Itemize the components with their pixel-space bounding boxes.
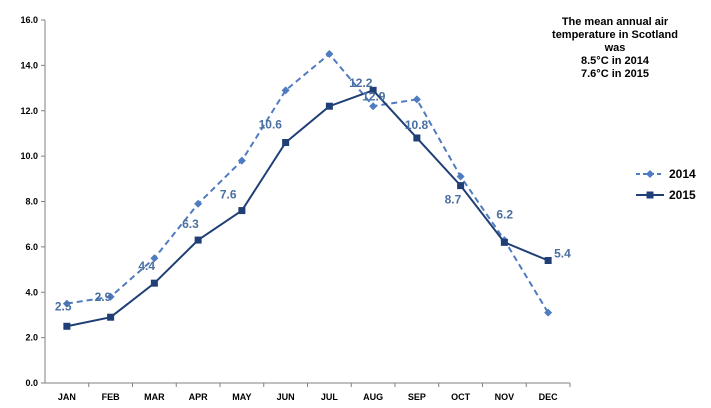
annotation-line: 7.6°C in 2015 bbox=[581, 68, 649, 80]
y-tick-label: 0.0 bbox=[25, 378, 38, 388]
legend-label-2015: 2015 bbox=[669, 188, 696, 202]
data-label: 2.5 bbox=[55, 299, 72, 313]
data-label: 5.4 bbox=[554, 246, 571, 260]
data-label: 12.2 bbox=[349, 76, 373, 90]
data-point-2015 bbox=[238, 207, 246, 215]
data-label: 12.9 bbox=[362, 89, 386, 103]
y-axis-ticks: 0.0 2.0 4.0 6.0 8.0 10.0 12.0 14.0 16.0 bbox=[20, 15, 45, 388]
data-point-2015 bbox=[63, 322, 71, 330]
data-point-2014 bbox=[369, 102, 378, 111]
data-label: 7.6 bbox=[220, 188, 237, 202]
x-tick-label: MAR bbox=[144, 392, 165, 402]
data-label: 4.4 bbox=[138, 259, 155, 273]
data-point-2014 bbox=[150, 254, 159, 263]
x-tick-label: MAY bbox=[232, 392, 251, 402]
y-tick-label: 10.0 bbox=[20, 151, 38, 161]
x-tick-label: JAN bbox=[58, 392, 76, 402]
x-tick-label: JUN bbox=[277, 392, 295, 402]
x-axis-ticks: JAN FEB MAR APR MAY JUN JUL AUG SEP OCT NOV DEC bbox=[58, 383, 571, 402]
y-tick-label: 8.0 bbox=[25, 197, 38, 207]
x-tick-label: NOV bbox=[495, 392, 515, 402]
x-tick-label: DEC bbox=[539, 392, 559, 402]
data-point-2014 bbox=[62, 299, 71, 308]
x-tick-label: JUL bbox=[321, 392, 339, 402]
data-point-2014 bbox=[544, 308, 553, 317]
y-tick-label: 4.0 bbox=[25, 287, 38, 297]
y-tick-label: 16.0 bbox=[20, 15, 38, 25]
x-tick-label: SEP bbox=[408, 392, 426, 402]
annotation-line: The mean annual air bbox=[561, 16, 669, 28]
data-point-2015 bbox=[325, 102, 333, 110]
legend-label-2014: 2014 bbox=[669, 167, 696, 181]
data-point-2015 bbox=[194, 236, 202, 244]
data-label: 6.2 bbox=[496, 207, 513, 221]
data-label: 6.3 bbox=[182, 217, 199, 231]
y-tick-label: 2.0 bbox=[25, 333, 38, 343]
chart-axes bbox=[44, 20, 570, 384]
data-point-2015 bbox=[457, 182, 465, 190]
data-point-2014 bbox=[456, 172, 465, 181]
data-point-2014 bbox=[194, 199, 203, 208]
data-point-2014 bbox=[325, 50, 334, 59]
legend-marker-2014 bbox=[646, 170, 654, 178]
x-tick-label: APR bbox=[189, 392, 209, 402]
data-label: 8.7 bbox=[445, 193, 462, 207]
data-point-2015 bbox=[413, 134, 421, 142]
data-point-2014 bbox=[237, 156, 246, 165]
data-labels: 2.5 2.9 4.4 6.3 7.6 10.6 12.9 10.8 8.7 6.2 5.4 12.2 bbox=[55, 76, 571, 313]
data-label: 10.8 bbox=[405, 118, 429, 132]
data-point-2015 bbox=[107, 313, 115, 321]
series-line-2014 bbox=[66, 52, 549, 314]
data-point-2014 bbox=[412, 95, 421, 104]
chart-series bbox=[62, 50, 553, 330]
data-point-2015 bbox=[369, 86, 377, 94]
data-point-2014 bbox=[106, 292, 115, 301]
y-tick-label: 12.0 bbox=[20, 106, 38, 116]
legend: 2014 2015 bbox=[636, 167, 696, 202]
annotation-line: was bbox=[604, 42, 626, 54]
data-label: 10.6 bbox=[259, 118, 283, 132]
data-point-2014 bbox=[281, 86, 290, 95]
annotation-line: temperature in Scotland bbox=[552, 29, 678, 41]
annotation-line: 8.5°C in 2014 bbox=[581, 55, 649, 67]
y-tick-label: 6.0 bbox=[25, 242, 38, 252]
data-point-2015 bbox=[544, 256, 552, 264]
legend-marker-2015 bbox=[646, 191, 654, 199]
x-tick-label: OCT bbox=[451, 392, 471, 402]
annotation-box: The mean annual air temperature in Scotl… bbox=[520, 16, 710, 81]
data-point-2015 bbox=[282, 139, 290, 147]
data-point-2015 bbox=[150, 279, 158, 287]
x-tick-label: FEB bbox=[102, 392, 121, 402]
y-tick-label: 14.0 bbox=[20, 60, 38, 70]
data-point-2015 bbox=[500, 238, 508, 246]
series-line-2015 bbox=[66, 89, 549, 328]
x-tick-label: AUG bbox=[363, 392, 383, 402]
data-label: 2.9 bbox=[95, 290, 112, 304]
